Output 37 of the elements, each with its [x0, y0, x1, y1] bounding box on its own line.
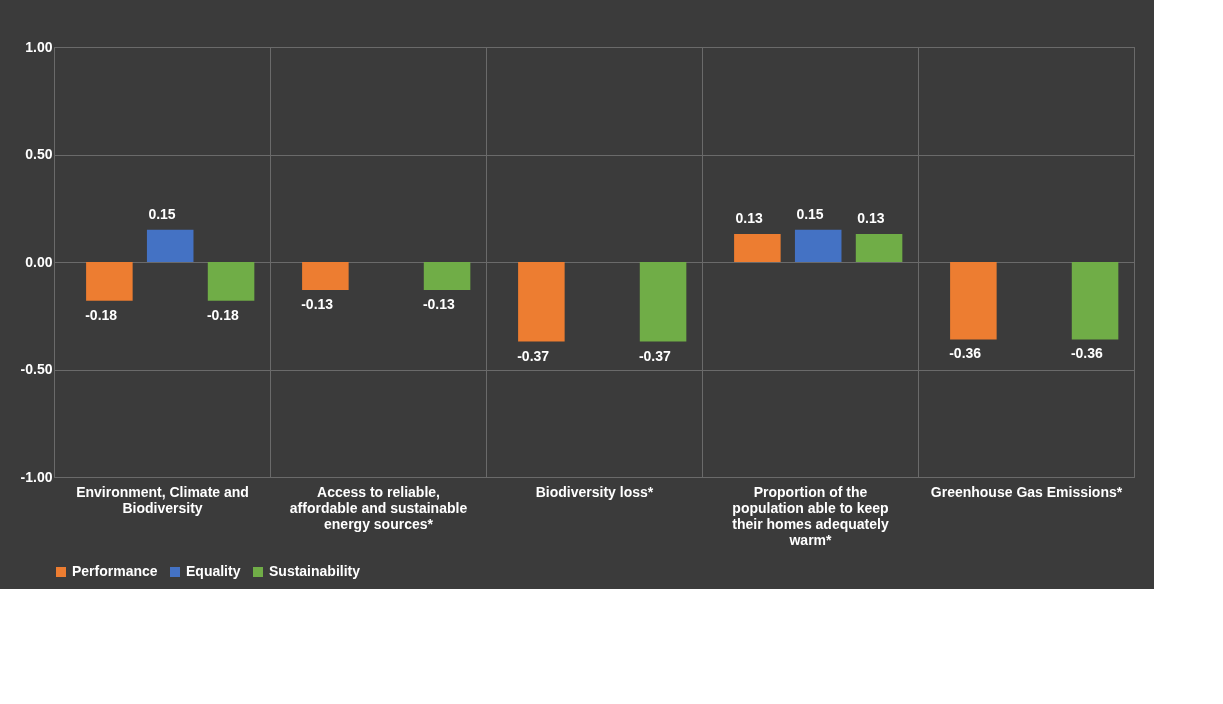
x-tick-label: Proportion of the population able to keep their homes adequately warm*	[732, 483, 889, 548]
bar	[146, 229, 194, 262]
x-tick-label: Environment, Climate and Biodiversity	[76, 483, 249, 516]
data-label: -0.18	[85, 306, 118, 323]
bar	[734, 234, 781, 262]
legend-label: Performance	[72, 563, 158, 579]
legend-label: Equality	[186, 563, 241, 579]
data-label: -0.36	[1070, 345, 1104, 362]
bar	[1071, 262, 1119, 340]
data-label: -0.37	[638, 347, 672, 364]
bar	[639, 262, 687, 342]
data-label: -0.13	[301, 295, 334, 312]
x-tick-label: Biodiversity loss*	[535, 483, 654, 500]
data-label: -0.37	[517, 347, 550, 364]
data-label: 0.13	[857, 210, 885, 227]
bar	[423, 262, 471, 290]
y-tick-label: 0.00	[25, 253, 53, 270]
bar	[518, 262, 565, 342]
data-label: 0.15	[796, 205, 824, 222]
bar	[302, 262, 349, 290]
bar	[86, 262, 133, 301]
bar	[855, 234, 903, 262]
data-label: -0.36	[949, 345, 982, 362]
y-tick-label: -1.00	[20, 468, 53, 485]
legend-label: Sustainability	[269, 563, 361, 579]
data-label: -0.13	[422, 295, 456, 312]
x-tick-label: Access to reliable, affordable and sustainable energy sources*	[289, 483, 468, 532]
y-tick-label: 0.50	[25, 146, 53, 162]
y-tick-label: -0.50	[20, 361, 53, 377]
data-label: 0.15	[148, 205, 176, 222]
bar	[207, 262, 255, 301]
y-tick-label: 1.00	[25, 38, 53, 55]
bar	[950, 262, 997, 340]
x-tick-label: Greenhouse Gas Emissions*	[930, 483, 1123, 500]
data-label: 0.13	[735, 210, 763, 227]
data-label: -0.18	[206, 306, 240, 323]
bar	[794, 229, 842, 262]
